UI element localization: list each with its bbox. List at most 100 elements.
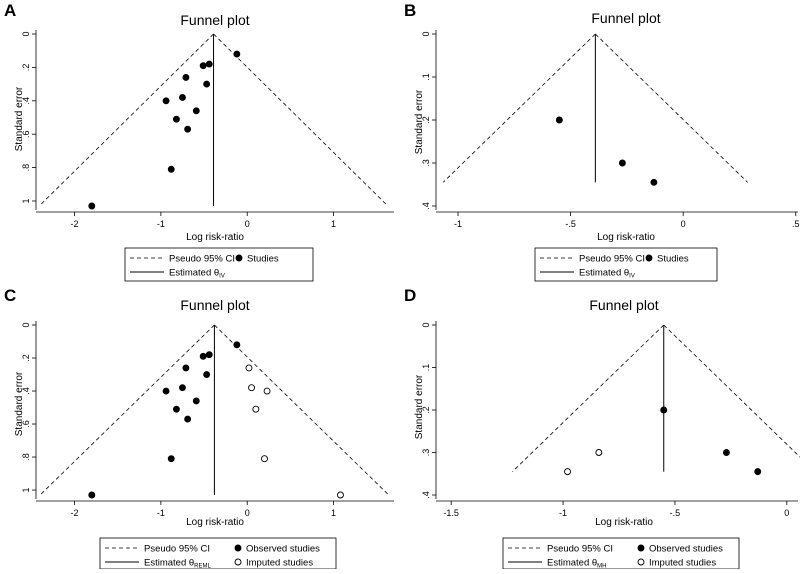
x-axis-label: Log risk-ratio bbox=[597, 232, 655, 243]
x-tick-label: 0 bbox=[681, 219, 686, 229]
chart-title: Funnel plot bbox=[591, 10, 660, 26]
y-tick-label: .8 bbox=[21, 453, 31, 461]
y-tick-label: 1 bbox=[21, 198, 31, 203]
legend-dot-swatch bbox=[234, 558, 242, 566]
ci-lower-line bbox=[39, 324, 215, 496]
ci-upper-line bbox=[214, 324, 389, 496]
x-tick-label: -1.5 bbox=[443, 508, 459, 518]
y-tick-label: 1 bbox=[21, 488, 31, 493]
imputed-study-point bbox=[252, 405, 260, 413]
x-tick-label: -1 bbox=[559, 508, 567, 518]
x-tick-label: -1 bbox=[157, 508, 165, 518]
study-point bbox=[184, 415, 192, 423]
x-axis-label: Log risk-ratio bbox=[186, 232, 244, 243]
study-point bbox=[179, 384, 186, 392]
chart-title: Funnel plot bbox=[589, 297, 658, 313]
y-tick-label: .3 bbox=[421, 449, 431, 457]
panel-letter: B bbox=[404, 1, 416, 20]
x-tick-label: -2 bbox=[71, 508, 79, 518]
x-tick-label: 0 bbox=[245, 219, 250, 229]
y-axis-label: Standard error bbox=[14, 86, 25, 151]
funnel-plot-c: C Funnel plot Standard error Log risk-ra… bbox=[4, 286, 422, 570]
x-tick-label: 0 bbox=[245, 508, 250, 518]
y-tick-label: .2 bbox=[421, 116, 431, 124]
ci-lower-line bbox=[442, 33, 596, 183]
x-axis-label: Log risk-ratio bbox=[595, 517, 653, 528]
legend-box bbox=[534, 247, 718, 282]
legend-dot-swatch bbox=[637, 558, 645, 566]
imputed-study-point bbox=[263, 387, 271, 395]
y-axis-label: Standard error bbox=[14, 371, 25, 436]
study-point bbox=[199, 62, 207, 70]
legend-dot-swatch bbox=[234, 544, 242, 552]
legend-label: Studies bbox=[247, 254, 279, 265]
y-axis-label: Standard error bbox=[414, 374, 425, 439]
legend-dot-swatch bbox=[637, 544, 645, 552]
panel-d: D Funnel plot Standard error Log risk-ra… bbox=[400, 285, 800, 570]
legend-label: Estimated θIV bbox=[169, 268, 225, 280]
funnel-plot-b: B Funnel plot Standard error Log risk-ra… bbox=[404, 1, 800, 282]
study-point bbox=[660, 406, 668, 414]
legend-subscript: IV bbox=[219, 274, 225, 280]
y-tick-label: .1 bbox=[421, 364, 431, 372]
funnel-plot-d: D Funnel plot Standard error Log risk-ra… bbox=[404, 286, 800, 570]
panel-b: B Funnel plot Standard error Log risk-ra… bbox=[400, 0, 800, 285]
y-tick-label: .1 bbox=[421, 73, 431, 81]
ci-upper-line bbox=[213, 33, 389, 207]
chart-title: Funnel plot bbox=[180, 297, 249, 313]
study-point bbox=[205, 60, 213, 68]
y-tick-label: 0 bbox=[21, 322, 31, 327]
y-tick-label: .4 bbox=[421, 202, 431, 210]
legend-label: Studies bbox=[657, 254, 689, 265]
legend-label: Pseudo 95% CI bbox=[169, 254, 235, 265]
study-point bbox=[203, 80, 211, 88]
study-point bbox=[754, 468, 762, 476]
y-tick-label: .2 bbox=[421, 406, 431, 414]
legend-label: Pseudo 95% CI bbox=[579, 254, 645, 265]
study-point bbox=[233, 50, 241, 58]
study-point bbox=[88, 202, 96, 210]
x-tick-label: 1 bbox=[331, 219, 336, 229]
legend-box bbox=[124, 247, 314, 282]
x-tick-label: .5 bbox=[792, 219, 800, 229]
study-point bbox=[162, 387, 170, 395]
imputed-study-point bbox=[248, 384, 255, 392]
x-tick-label: 1 bbox=[331, 508, 336, 518]
legend-dot-swatch bbox=[645, 254, 653, 262]
study-point bbox=[88, 491, 96, 499]
x-tick-label: -.5 bbox=[670, 508, 681, 518]
y-tick-label: 0 bbox=[421, 31, 431, 36]
study-point bbox=[172, 405, 180, 413]
legend-subscript: IV bbox=[629, 274, 635, 280]
panel-letter: C bbox=[4, 286, 16, 305]
legend-label: Imputed studies bbox=[649, 558, 716, 569]
ci-lower-line bbox=[38, 33, 214, 207]
ci-upper-line bbox=[663, 324, 800, 458]
study-point bbox=[182, 364, 190, 372]
imputed-study-point bbox=[564, 468, 571, 476]
study-point bbox=[618, 159, 626, 167]
imputed-study-point bbox=[245, 364, 253, 372]
legend-label: Pseudo 95% CI bbox=[547, 544, 613, 555]
legend-label: Pseudo 95% CI bbox=[144, 544, 210, 555]
x-tick-label: -1 bbox=[157, 219, 165, 229]
legend-label: Imputed studies bbox=[246, 558, 313, 569]
y-tick-label: .4 bbox=[21, 97, 31, 105]
legend-subscript: MH bbox=[597, 564, 606, 570]
x-tick-label: -1 bbox=[454, 219, 462, 229]
legend-label: Estimated θIV bbox=[579, 268, 635, 280]
study-point bbox=[182, 73, 190, 81]
panel-letter: D bbox=[404, 286, 416, 305]
study-point bbox=[167, 165, 175, 173]
funnel-plot-a: A Funnel plot Standard error Log risk-ra… bbox=[4, 1, 422, 282]
y-axis-label: Standard error bbox=[414, 89, 425, 154]
y-tick-label: 0 bbox=[421, 322, 431, 327]
study-point bbox=[722, 449, 730, 456]
legend-label: Observed studies bbox=[246, 544, 320, 555]
y-tick-label: .8 bbox=[21, 164, 31, 172]
y-tick-label: .4 bbox=[421, 491, 431, 499]
study-point bbox=[205, 351, 213, 359]
study-point bbox=[162, 97, 170, 105]
imputed-study-point bbox=[595, 449, 603, 456]
imputed-study-point bbox=[261, 455, 268, 463]
